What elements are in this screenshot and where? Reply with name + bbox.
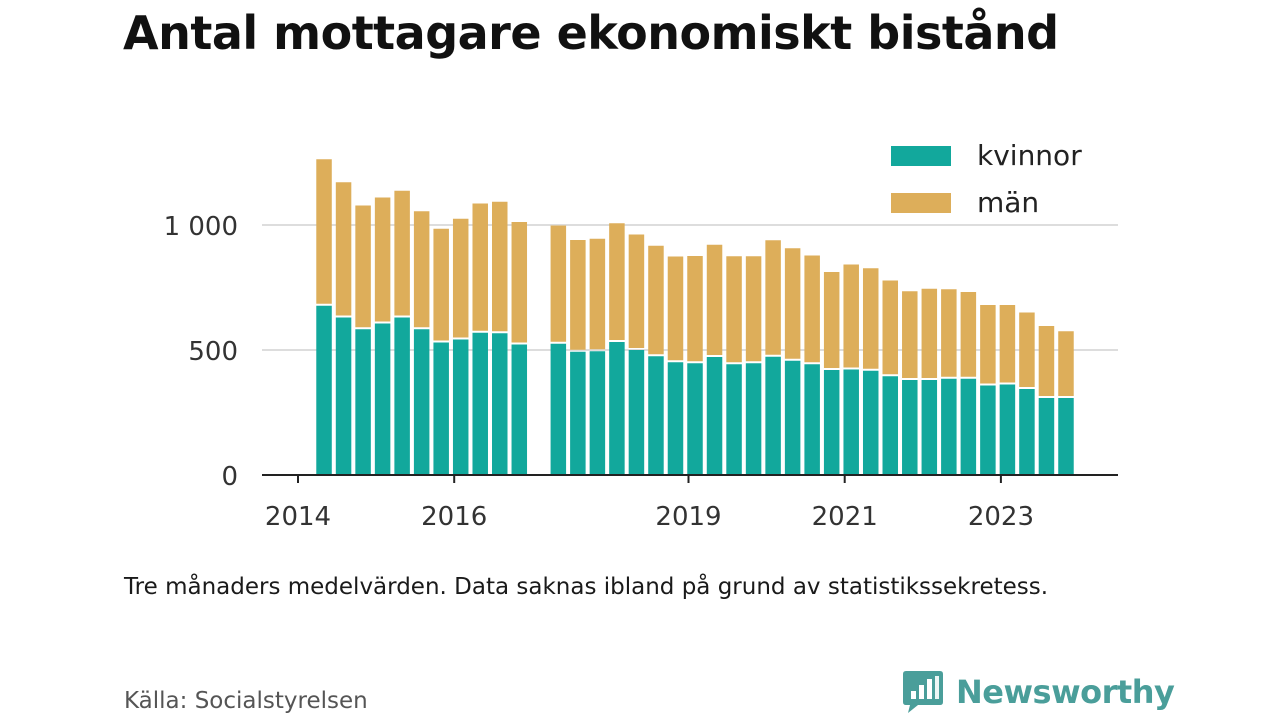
bar-man <box>921 288 938 378</box>
bar-man <box>1058 331 1074 396</box>
bar-man <box>667 256 684 361</box>
bar-man <box>648 245 664 355</box>
bar-man <box>570 240 586 350</box>
bar-man <box>355 205 371 328</box>
y-tick-label: 1 000 <box>164 212 238 242</box>
bar-man <box>902 291 918 378</box>
bar-kvinnor <box>413 329 430 475</box>
bar-man <box>804 255 820 363</box>
legend-label: kvinnor <box>977 139 1082 172</box>
bar-kvinnor <box>433 342 449 475</box>
y-tick-label: 500 <box>188 337 238 367</box>
bar-man <box>765 240 781 355</box>
bar-man <box>882 280 899 375</box>
bar-kvinnor <box>589 351 606 475</box>
bar-kvinnor <box>765 356 781 475</box>
bar-kvinnor <box>452 339 469 475</box>
bar-kvinnor <box>843 369 859 475</box>
bar-man <box>628 234 645 348</box>
bar-man <box>374 197 391 322</box>
x-tick-label: 2019 <box>655 502 721 532</box>
bar-man <box>394 190 410 316</box>
bar-man <box>492 201 508 332</box>
bar-kvinnor <box>648 356 664 475</box>
bar-man <box>687 256 703 362</box>
bar-kvinnor <box>355 329 371 475</box>
bar-kvinnor <box>570 351 586 475</box>
bar-man <box>511 222 528 343</box>
bar-kvinnor <box>609 342 625 475</box>
bar-kvinnor <box>745 363 762 475</box>
bar-kvinnor <box>960 378 977 475</box>
bar-kvinnor <box>823 370 840 475</box>
bar-man <box>726 256 742 363</box>
bar-kvinnor <box>1019 389 1035 475</box>
brand-logo: Newsworthy <box>902 670 1175 714</box>
bar-kvinnor <box>784 360 801 475</box>
bar-man <box>609 223 625 340</box>
bar-man <box>1038 326 1055 396</box>
bar-kvinnor <box>335 317 352 475</box>
bar-man <box>1019 312 1035 387</box>
bar-man <box>472 203 488 331</box>
bar-kvinnor <box>882 376 899 475</box>
chart-title: Antal mottagare ekonomiskt bistånd <box>123 6 1059 60</box>
bar-kvinnor <box>394 317 410 475</box>
bar-man <box>980 305 996 384</box>
bar-kvinnor <box>374 323 391 475</box>
bar-kvinnor <box>687 363 703 475</box>
legend-swatch-kvinnor <box>891 146 951 166</box>
bar-man <box>999 305 1016 383</box>
bar-kvinnor <box>472 332 488 475</box>
newsworthy-logo-icon <box>903 671 943 713</box>
bar-man <box>706 244 723 355</box>
bar-man <box>335 182 352 316</box>
bar-kvinnor <box>511 344 528 475</box>
x-tick-label: 2014 <box>265 502 331 532</box>
x-tick-label: 2021 <box>812 502 878 532</box>
bar-man <box>843 264 859 368</box>
bar-man <box>784 248 801 359</box>
bar-kvinnor <box>706 357 723 475</box>
source-label: Källa: Socialstyrelsen <box>124 688 368 714</box>
bar-man <box>823 272 840 368</box>
bar-man <box>452 218 469 338</box>
x-tick-label: 2016 <box>421 502 487 532</box>
bar-man <box>316 159 332 304</box>
x-tick-label: 2023 <box>968 502 1034 532</box>
bar-kvinnor <box>862 370 879 475</box>
bar-kvinnor <box>316 305 332 475</box>
legend-label: män <box>977 186 1039 219</box>
bar-man <box>550 225 567 342</box>
bar-man <box>862 268 879 369</box>
y-tick-label: 0 <box>221 462 238 492</box>
bar-kvinnor <box>667 362 684 475</box>
bar-kvinnor <box>1058 398 1074 475</box>
bar-kvinnor <box>941 378 957 475</box>
bar-man <box>960 292 977 377</box>
bar-kvinnor <box>921 380 938 475</box>
bar-man <box>413 211 430 328</box>
bar-kvinnor <box>492 333 508 475</box>
bar-chart: 0 500 1 000 2014 2016 2019 2021 2023 kvinnor män <box>163 139 1118 532</box>
bar-kvinnor <box>550 343 567 475</box>
bar-kvinnor <box>902 380 918 475</box>
bar-man <box>745 256 762 362</box>
bar-kvinnor <box>980 385 996 475</box>
bar-man <box>433 228 449 341</box>
bar-man <box>941 289 957 377</box>
bar-kvinnor <box>628 350 645 475</box>
bar-kvinnor <box>804 364 820 475</box>
brand-name: Newsworthy <box>956 673 1175 711</box>
bar-kvinnor <box>726 364 742 475</box>
chart-note: Tre månaders medelvärden. Data saknas ib… <box>124 574 1049 600</box>
bar-man <box>589 238 606 350</box>
bar-kvinnor <box>1038 398 1055 475</box>
legend-swatch-man <box>891 193 951 213</box>
bar-kvinnor <box>999 384 1016 475</box>
